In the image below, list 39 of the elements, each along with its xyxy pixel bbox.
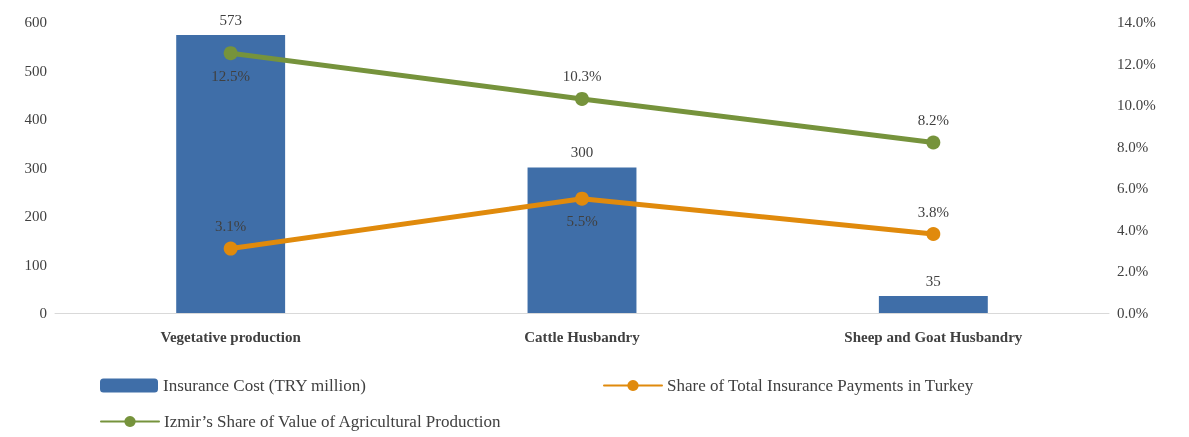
y-tick-label: 100 [24,256,47,273]
legend-label: Share of Total Insurance Payments in Turkey [667,376,974,395]
y2-tick-label: 14.0% [1117,14,1156,30]
point [926,227,941,242]
data-label: 10.3% [562,68,602,85]
point [575,191,589,206]
y2-tick-label: 4.0% [1117,221,1149,238]
point [223,46,238,61]
y2-tick-label: 10.0% [1117,97,1156,114]
data-label: 5.5% [566,213,598,230]
y2-tick-label: 12.0% [1117,55,1156,72]
y2-tick-label: 8.0% [1117,138,1149,155]
y-tick-label: 300 [24,159,47,176]
y-tick-label: 500 [24,62,47,79]
data-label: 35 [925,272,941,289]
legend-label: Insurance Cost (TRY million) [163,376,366,395]
legend-label: Izmir’s Share of Value of Agricultural Production [164,412,501,431]
data-label: 573 [219,11,242,28]
y-tick-label: 200 [24,208,47,224]
y-tick-label: 400 [24,111,47,127]
y2-tick-label: 2.0% [1117,263,1149,280]
data-label: 300 [570,144,594,160]
x-tick-label: Sheep and Goat Husbandry [844,328,1023,345]
point [223,241,238,256]
x-tick-label: Vegetative production [160,328,302,345]
data-label: 8.2% [917,112,949,129]
bar [176,35,286,313]
y2-tick-label: 0.0% [1117,305,1149,321]
point [575,91,589,106]
y2-tick-label: 6.0% [1117,180,1149,197]
x-tick-label: Cattle Husbandry [524,328,641,345]
y-tick-label: 0 [39,305,47,321]
data-label: 3.8% [917,203,949,220]
bar [527,167,637,313]
bar [878,296,988,313]
y-tick-label: 600 [24,14,47,30]
data-label: 12.5% [211,67,251,84]
data-label: 3.1% [215,218,247,235]
point [926,135,941,150]
